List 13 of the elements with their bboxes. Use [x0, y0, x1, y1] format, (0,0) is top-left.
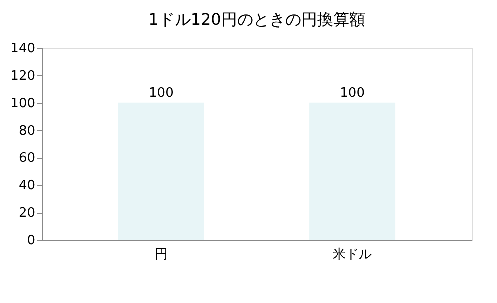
data-label: 100	[340, 86, 365, 101]
y-tick-label: 40	[18, 178, 36, 194]
chart-title: 1ドル120円のときの円換算額	[148, 10, 366, 29]
y-tick-label: 60	[18, 151, 36, 166]
y-tick-label: 140	[10, 42, 36, 56]
y-tick-label: 80	[18, 124, 36, 139]
y-tick-label: 100	[10, 96, 36, 112]
x-tick-label: 米ドル	[333, 248, 372, 262]
y-tick-label: 0	[27, 234, 36, 248]
y-tick-label: 120	[10, 68, 36, 84]
data-label: 100	[149, 86, 174, 101]
y-tick-label: 20	[18, 206, 36, 222]
x-tick-label: 円	[154, 248, 168, 262]
